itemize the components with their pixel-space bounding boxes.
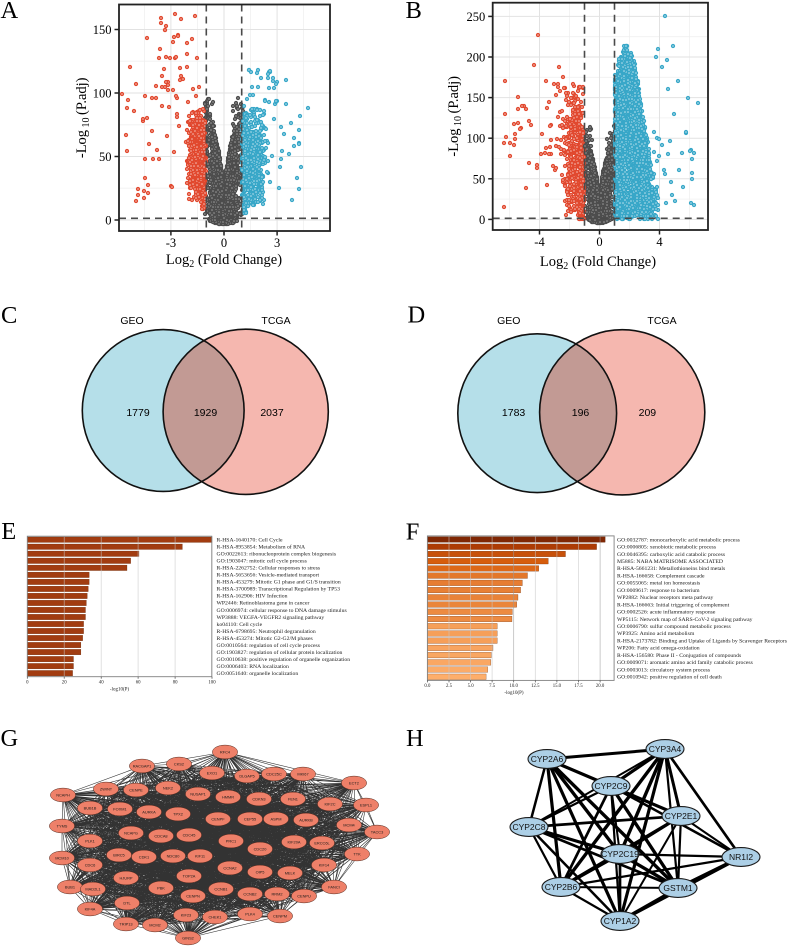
- svg-text:0: 0: [221, 236, 227, 250]
- svg-text:-3: -3: [166, 236, 176, 250]
- svg-text:150: 150: [93, 23, 112, 37]
- svg-text:50: 50: [99, 150, 112, 164]
- svg-text:Log2 (Fold Change): Log2 (Fold Change): [166, 252, 282, 270]
- svg-text:100: 100: [93, 87, 112, 101]
- svg-text:A: A: [1, 0, 19, 24]
- svg-text:3: 3: [274, 236, 280, 250]
- svg-text:0: 0: [105, 214, 111, 228]
